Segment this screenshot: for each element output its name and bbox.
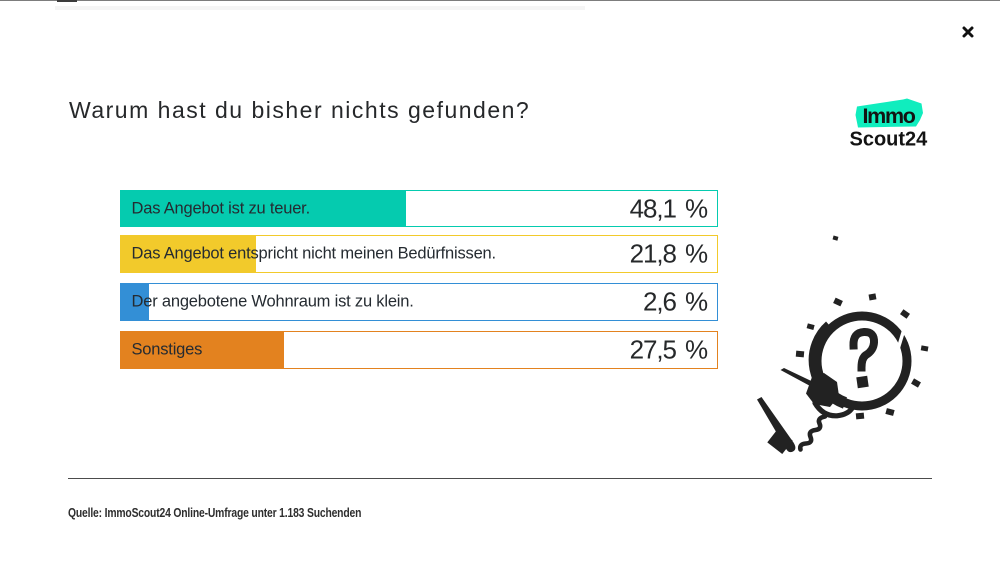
svg-text:Scout24: Scout24 xyxy=(850,128,929,150)
svg-text:Immo: Immo xyxy=(863,104,916,128)
